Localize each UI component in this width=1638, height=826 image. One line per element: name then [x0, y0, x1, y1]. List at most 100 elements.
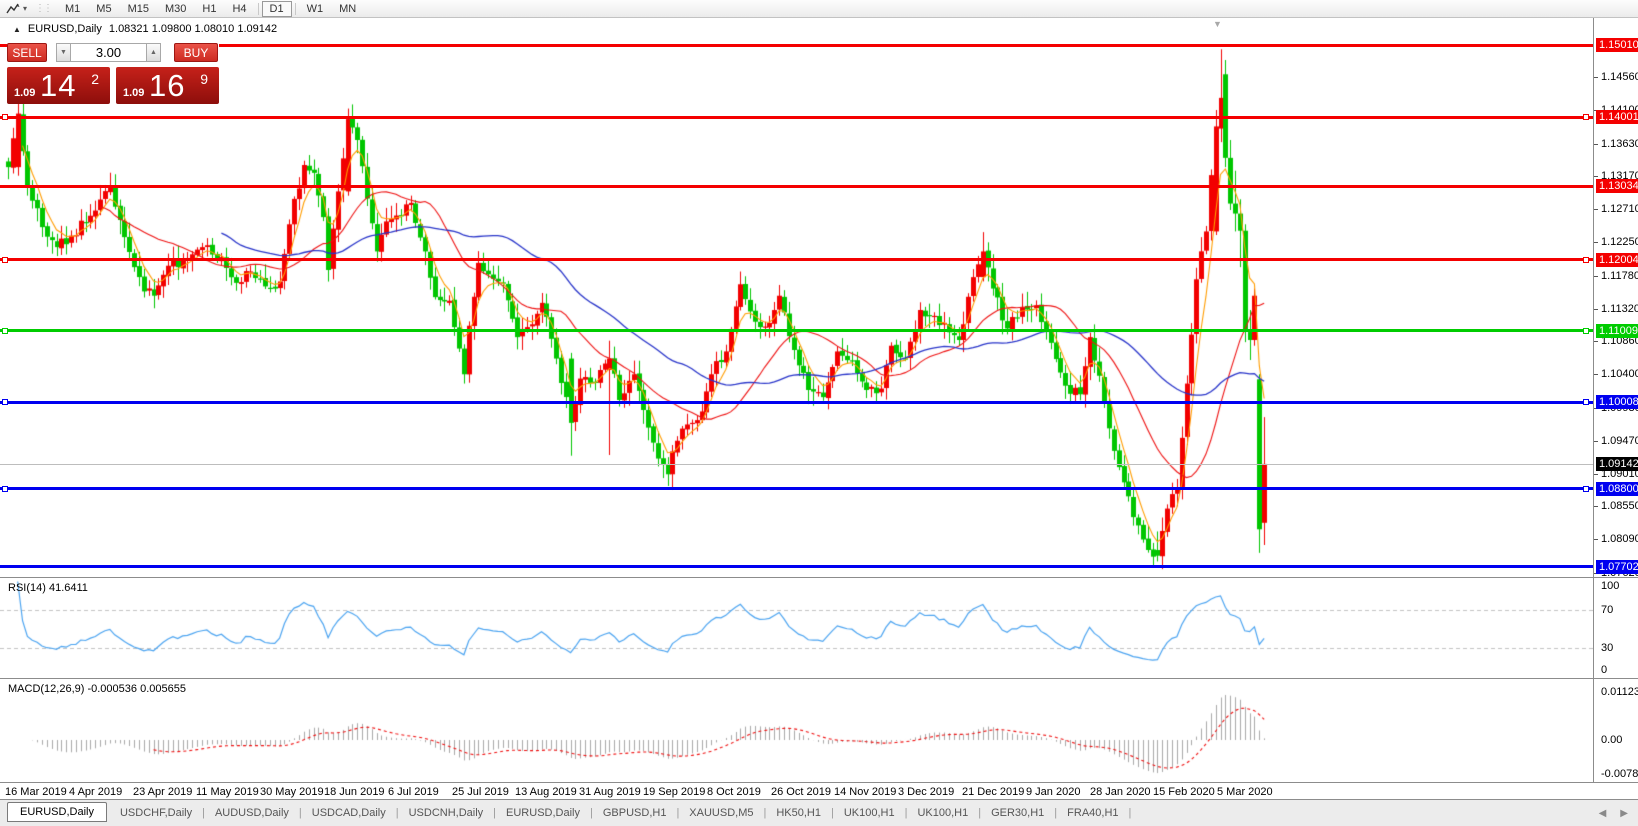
price-tick-mark [1594, 209, 1598, 210]
timeframe-button-M15[interactable]: M15 [127, 2, 149, 15]
hline-marker-1.10008[interactable] [2, 399, 8, 405]
chart-tab-bar: EURUSD,Daily USDCHF,Daily | AUDUSD,Daily | US… [0, 799, 1638, 826]
price-tick-label-1.08550: 1.08550 [1601, 500, 1638, 512]
date-label-18-Jun-2019: 18 Jun 2019 [324, 786, 385, 798]
volume-decrease-button[interactable]: ▼ [56, 43, 71, 62]
price-axis-label-1.11009: 1.11009 [1596, 324, 1638, 338]
hline-1.14001[interactable] [0, 116, 1593, 119]
chart-tab-9-UK100-H1[interactable]: UK100,H1 [843, 807, 895, 819]
buy-price-pips: 16 [149, 68, 186, 103]
chart-shift-marker-icon[interactable]: ▼ [1213, 19, 1222, 29]
tab-separator: | [298, 807, 302, 819]
date-label-15-Feb-2020: 15 Feb 2020 [1153, 786, 1215, 798]
buy-price-display[interactable]: 1.09 16 9 [116, 67, 219, 104]
timeframe-button-M1[interactable]: M1 [65, 2, 81, 15]
date-label-25-Jul-2019: 25 Jul 2019 [452, 786, 509, 798]
hline-marker-1.12004[interactable] [1583, 257, 1589, 263]
hline-1.08800[interactable] [0, 487, 1593, 490]
macd-axis-label-0.011232: 0.011232 [1601, 686, 1638, 698]
tab-separator: | [202, 807, 205, 819]
chart-tab-4-USDCNH-Daily[interactable]: USDCNH,Daily [408, 807, 484, 819]
price-axis-label-1.07702: 1.07702 [1596, 560, 1638, 574]
chart-title: ▲ EURUSD,Daily 1.08321 1.09800 1.08010 1… [13, 23, 277, 35]
hline-marker-1.11009[interactable] [2, 328, 8, 334]
hline-marker-1.14001[interactable] [2, 114, 8, 120]
hline-1.12004[interactable] [0, 258, 1593, 261]
chart-tab-11-GER30-H1[interactable]: GER30,H1 [991, 807, 1045, 819]
hline-marker-1.11009[interactable] [1583, 328, 1589, 334]
rsi-axis-label-70: 70 [1601, 604, 1614, 616]
pane-border-macd-dates [0, 782, 1638, 783]
date-label-19-Sep-2019: 19 Sep 2019 [643, 786, 706, 798]
timeframe-toolbar: ▾ ⋮⋮ M1 M5 M15 M30 H1 H4 D1 W1 MN [0, 0, 1638, 18]
volume-input[interactable]: 3.00 [70, 43, 147, 62]
rsi-axis-label-100: 100 [1601, 580, 1620, 592]
buy-button[interactable]: BUY [174, 43, 218, 62]
timeframe-button-W1[interactable]: W1 [306, 2, 324, 15]
hline-1.15010[interactable] [0, 44, 1593, 47]
date-label-30-May-2019: 30 May 2019 [260, 786, 324, 798]
chart-tab-6-GBPUSD-H1[interactable]: GBPUSD,H1 [602, 807, 667, 819]
chart-tab-active-EURUSD-Daily[interactable]: EURUSD,Daily [7, 802, 107, 822]
chart-symbol-label: EURUSD,Daily [27, 23, 102, 35]
timeframe-button-M5[interactable]: M5 [96, 2, 112, 15]
tab-separator: | [830, 807, 834, 819]
chart-cursor-icon[interactable] [4, 2, 22, 16]
chevron-down-icon[interactable]: ▾ [23, 4, 28, 13]
hline-marker-1.10008[interactable] [1583, 399, 1589, 405]
chart-tab-12-FRA40-H1[interactable]: FRA40,H1 [1067, 807, 1119, 819]
chart-tab-1-USDCHF-Daily[interactable]: USDCHF,Daily [119, 807, 193, 819]
price-tick-mark [1594, 144, 1598, 145]
timeframe-button-H4[interactable]: H4 [232, 2, 247, 15]
price-tick-label-1.10400: 1.10400 [1601, 368, 1638, 380]
sell-price-handle: 1.09 [14, 87, 36, 99]
hline-1.11009[interactable] [0, 329, 1593, 332]
chart-window: ▲ EURUSD,Daily 1.08321 1.09800 1.08010 1… [0, 18, 1638, 826]
macd-panel-title: MACD(12,26,9) -0.000536 0.005655 [8, 683, 186, 695]
date-label-28-Jan-2020: 28 Jan 2020 [1090, 786, 1151, 798]
buy-price-handle: 1.09 [123, 87, 145, 99]
hline-1.07702[interactable] [0, 565, 1593, 568]
price-axis-label-1.15010: 1.15010 [1596, 38, 1638, 52]
toolbar-grip-handle[interactable]: ⋮⋮ [35, 3, 53, 14]
current-price-line[interactable] [0, 464, 1593, 465]
collapse-triangle-icon[interactable]: ▲ [13, 24, 21, 34]
price-tick-label-1.12250: 1.12250 [1601, 236, 1638, 248]
price-tick-label-1.09470: 1.09470 [1601, 435, 1638, 447]
hline-marker-1.14001[interactable] [1583, 114, 1589, 120]
price-tick-mark [1594, 474, 1598, 475]
timeframe-button-MN[interactable]: MN [339, 2, 357, 15]
volume-increase-button[interactable]: ▲ [146, 43, 161, 62]
price-tick-mark [1594, 539, 1598, 540]
date-label-14-Nov-2019: 14 Nov 2019 [834, 786, 897, 798]
chart-tab-3-USDCAD-Daily[interactable]: USDCAD,Daily [311, 807, 386, 819]
chart-tab-2-AUDUSD-Daily[interactable]: AUDUSD,Daily [214, 807, 289, 819]
tab-separator: | [395, 807, 399, 819]
sell-price-display[interactable]: 1.09 14 2 [7, 67, 110, 104]
hline-marker-1.08800[interactable] [2, 486, 8, 492]
hline-marker-1.12004[interactable] [2, 257, 8, 263]
price-tick-mark [1594, 341, 1598, 342]
hline-marker-1.08800[interactable] [1583, 486, 1589, 492]
tab-separator: | [763, 807, 767, 819]
timeframe-button-H1[interactable]: H1 [202, 2, 217, 15]
price-chart-canvas[interactable] [0, 18, 1593, 782]
tabs-scroll-left-icon[interactable]: ◀ [1598, 807, 1607, 819]
sell-price-pips: 14 [40, 68, 77, 103]
timeframe-button-M30[interactable]: M30 [164, 2, 187, 15]
chart-tab-7-XAUUSD-M5[interactable]: XAUUSD,M5 [689, 807, 754, 819]
chart-tab-5-EURUSD-Daily[interactable]: EURUSD,Daily [506, 807, 580, 819]
date-label-6-Jul-2019: 6 Jul 2019 [388, 786, 439, 798]
hline-1.10008[interactable] [0, 401, 1593, 404]
price-axis-label-1.10008: 1.10008 [1596, 395, 1638, 409]
chart-tab-8-HK50-H1[interactable]: HK50,H1 [776, 807, 821, 819]
chart-tab-10-UK100-H1[interactable]: UK100,H1 [917, 807, 969, 819]
chart-ohlc-values: 1.08321 1.09800 1.08010 1.09142 [108, 23, 278, 35]
rsi-panel-title: RSI(14) 41.6411 [8, 582, 88, 594]
timeframe-button-D1[interactable]: D1 [261, 0, 292, 17]
sell-button[interactable]: SELL [7, 43, 47, 62]
tabs-scroll-right-icon[interactable]: ▶ [1620, 807, 1628, 819]
hline-1.13034[interactable] [0, 185, 1593, 188]
tab-separator: | [676, 807, 680, 819]
price-tick-label-1.09010: 1.09010 [1601, 468, 1638, 480]
